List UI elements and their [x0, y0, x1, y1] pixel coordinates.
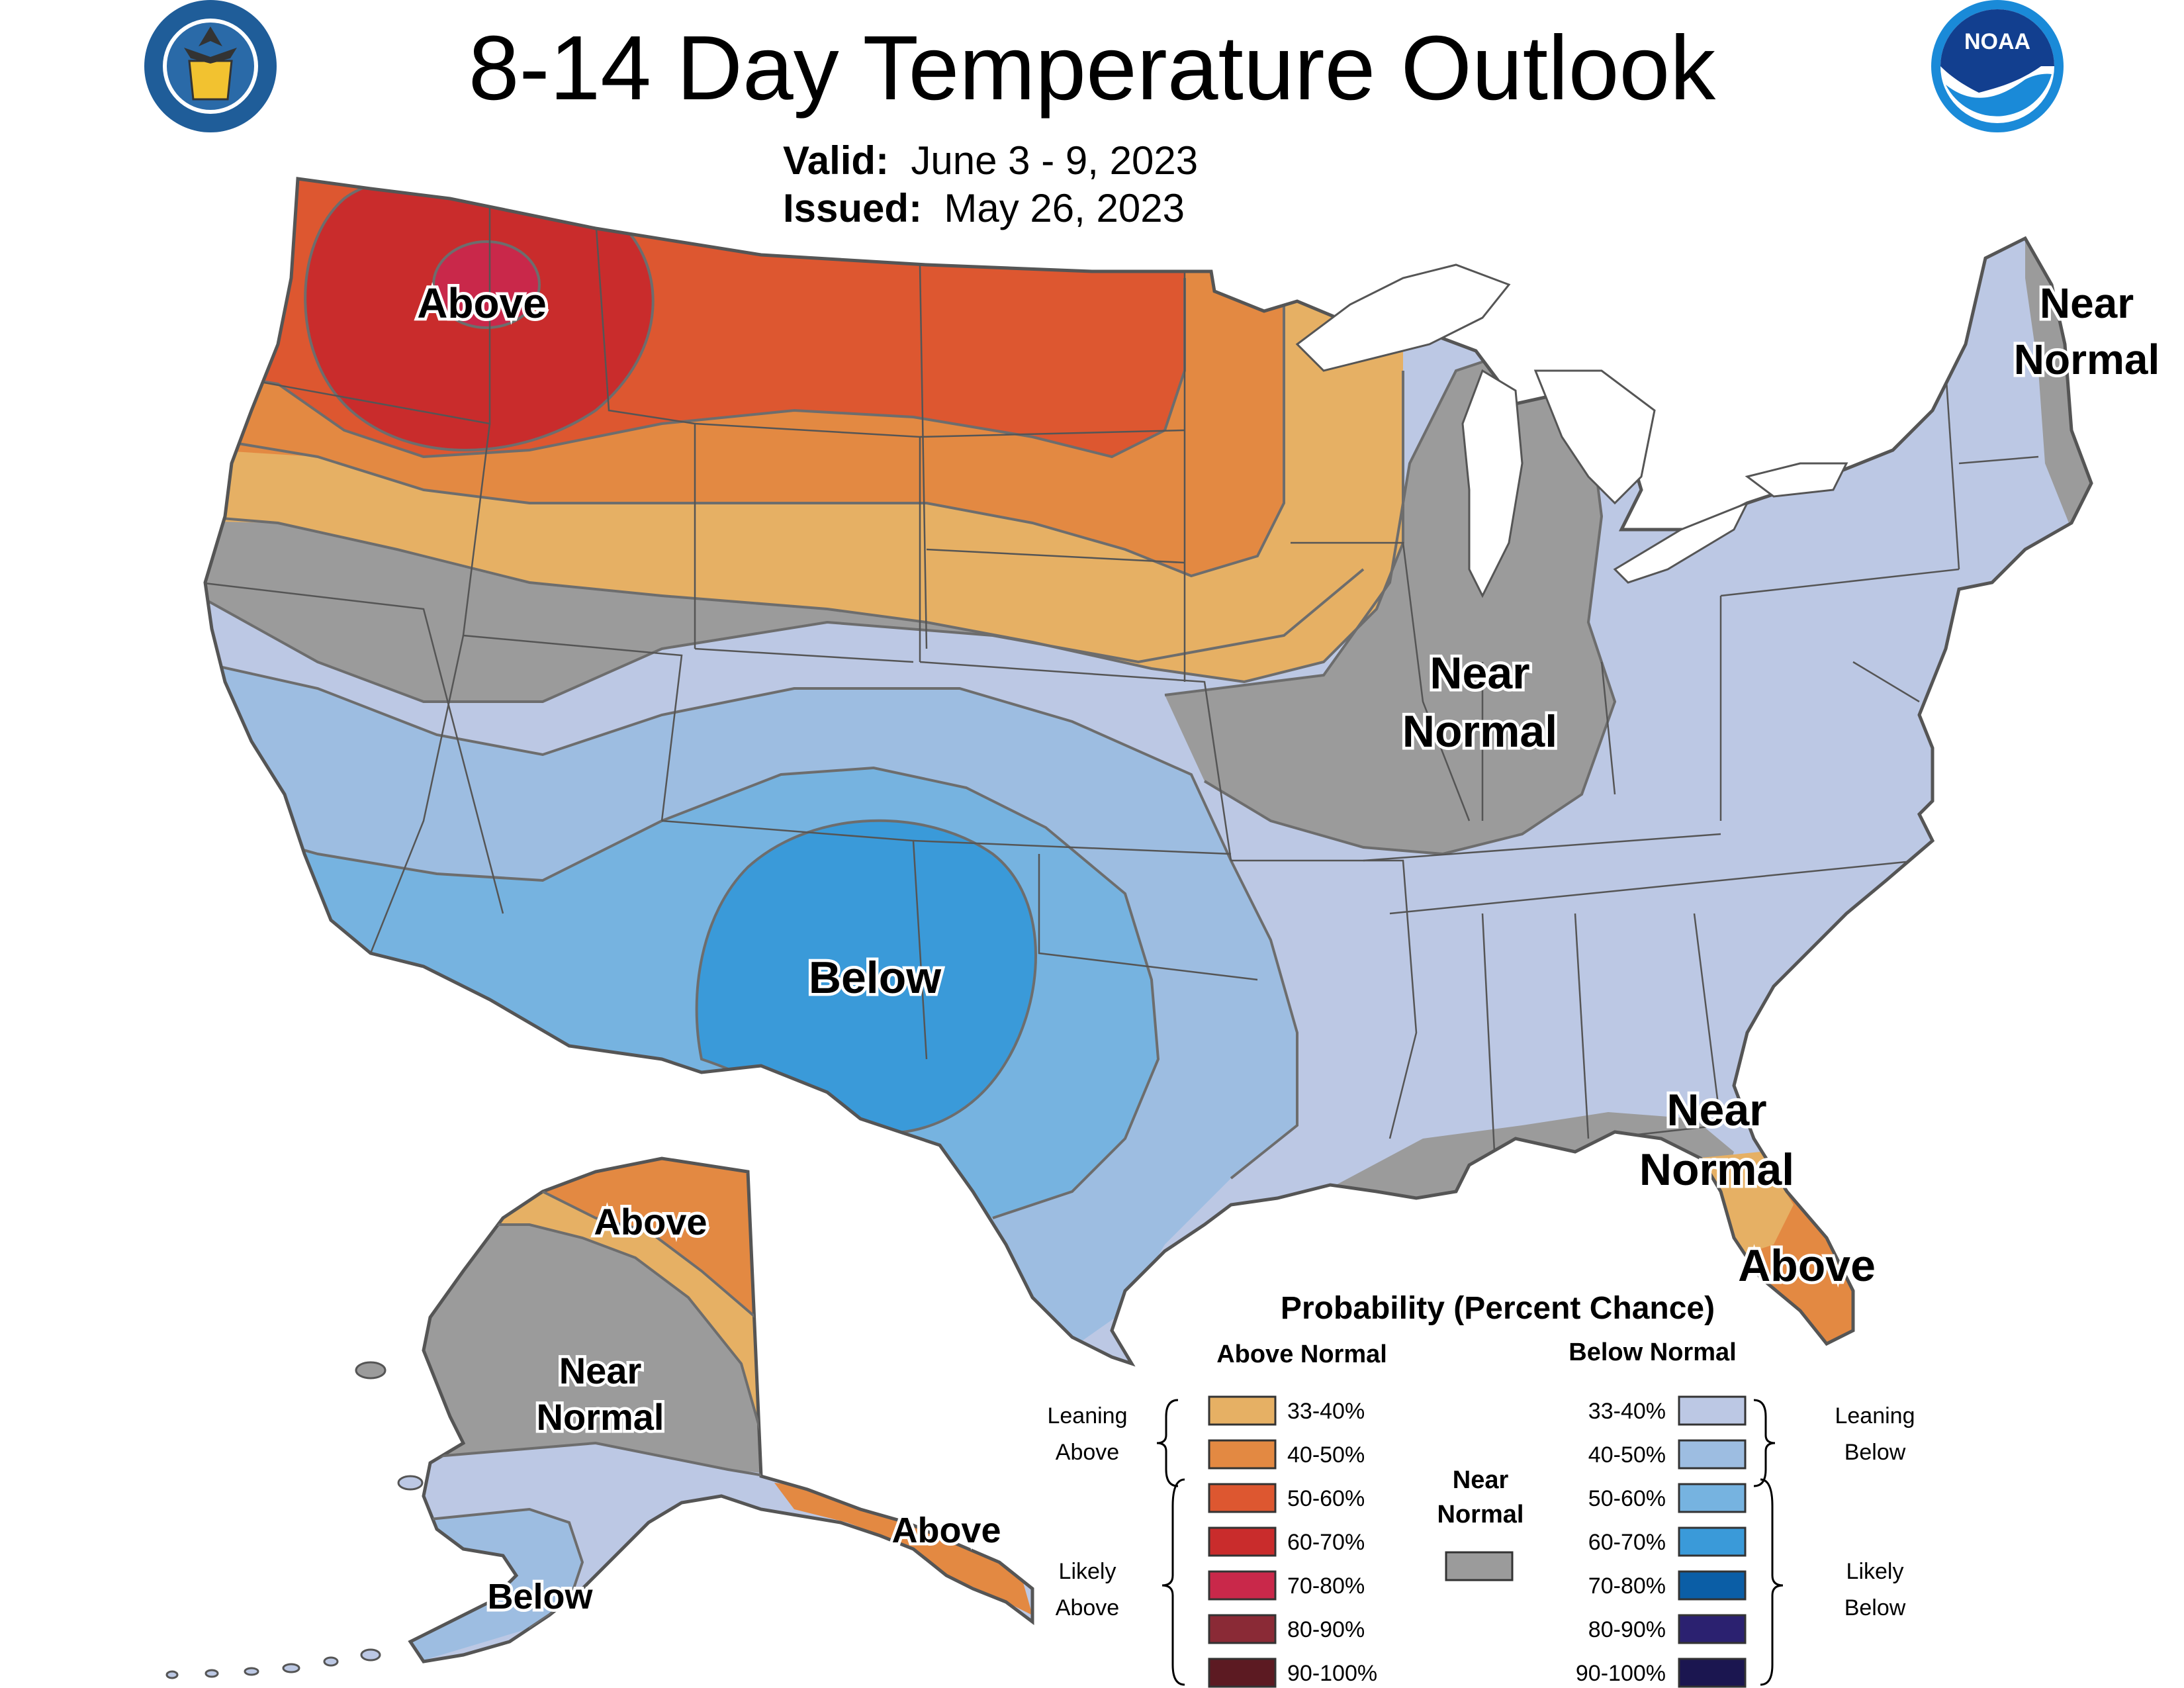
state-boundaries [205, 179, 2039, 1179]
label-conus-above: Above [417, 279, 547, 327]
legend-above-swatch-1 [1208, 1439, 1277, 1470]
label-mw-normal: Normal [1402, 706, 1557, 757]
valid-label: Valid: [783, 138, 889, 183]
doc-seal [144, 0, 277, 132]
label-florida-above: Above [1738, 1241, 1876, 1291]
noaa-logo: NOAA [1931, 0, 2064, 132]
legend-above-header: Above Normal [1216, 1340, 1387, 1368]
legend-above-swatch-2 [1208, 1483, 1277, 1513]
lake-michigan [1461, 369, 1524, 598]
issued-date: Issued: May 26, 2023 [783, 185, 1185, 232]
legend-above-range-1: 40-50% [1287, 1442, 1365, 1468]
legend-below-range-5: 80-90% [1588, 1617, 1666, 1642]
legend-below-swatch-2 [1678, 1483, 1747, 1513]
legend-above-range-0: 33-40% [1287, 1399, 1365, 1424]
map-title: 8-14 Day Temperature Outlook [468, 17, 1716, 119]
legend-above-swatch-6 [1208, 1658, 1277, 1688]
legend-above-range-2: 50-60% [1287, 1486, 1365, 1511]
legend-above-swatch-4 [1208, 1570, 1277, 1601]
label-se-near: Near [1666, 1085, 1766, 1135]
legend-likely-below-2: Below [1844, 1595, 1906, 1620]
legend-leaning-below-1: Leaning [1835, 1403, 1915, 1429]
legend-likely-above-2: Above [1056, 1595, 1119, 1620]
ak-zone-above-panhandle [774, 1483, 1032, 1615]
legend-likely-below-1: Likely [1846, 1559, 1904, 1584]
legend-below-swatch-5 [1678, 1614, 1747, 1644]
legend-leaning-below-2: Below [1844, 1440, 1906, 1465]
label-ne-normal: Normal [2014, 336, 2160, 383]
label-ak-near: Near [559, 1350, 642, 1391]
contour-above-40 [205, 278, 1285, 578]
legend-below-swatch-1 [1678, 1439, 1747, 1470]
legend-near-2: Normal [1437, 1501, 1524, 1528]
lake-huron [1533, 369, 1656, 505]
contour-midwest-near [1164, 342, 1617, 856]
contour-below-60 [695, 819, 1037, 1135]
label-ak-below: Below [487, 1577, 593, 1617]
legend-above-swatch-5 [1208, 1614, 1277, 1644]
legend-likely-above-1: Likely [1059, 1559, 1116, 1584]
label-ak-above: Above [594, 1201, 707, 1243]
zone-below-60-70 [696, 820, 1036, 1133]
valid-value: June 3 - 9, 2023 [911, 138, 1199, 183]
legend-below-range-1: 40-50% [1588, 1442, 1666, 1468]
label-ak-normal: Normal [537, 1396, 664, 1438]
legend-leaning-above-2: Above [1056, 1440, 1119, 1465]
lake-superior [1295, 263, 1511, 372]
legend-below-swatches: 33-40% 40-50% 50-60% 60-70% 70-80% 80-90% 90-1… [1576, 1395, 1747, 1688]
legend-near-swatch [1445, 1551, 1514, 1581]
legend-above-swatch-3 [1208, 1526, 1277, 1557]
contour-above-70 [432, 240, 541, 329]
legend-below-swatch-6 [1678, 1658, 1747, 1688]
noaa-logo-text: NOAA [1964, 29, 2030, 54]
legend-braces [1156, 1399, 1784, 1686]
legend-above-range-5: 80-90% [1287, 1617, 1365, 1642]
legend: Probability (Percent Chance) Above Norma… [1047, 1291, 1915, 1688]
legend-below-range-0: 33-40% [1588, 1399, 1666, 1424]
legend-below-header: Below Normal [1569, 1338, 1736, 1366]
legend-near-1: Near [1453, 1466, 1509, 1494]
legend-below-swatch-4 [1678, 1570, 1747, 1601]
legend-title: Probability (Percent Chance) [1281, 1291, 1715, 1326]
legend-above-range-3: 60-70% [1287, 1530, 1365, 1555]
contour-below-33 [205, 568, 1365, 703]
legend-below-swatch-0 [1678, 1395, 1747, 1426]
label-ak-panhandle-above: Above [891, 1511, 1001, 1550]
contour-below-50 [205, 766, 1160, 1219]
legend-below-swatch-3 [1678, 1526, 1747, 1557]
legend-below-range-4: 70-80% [1588, 1573, 1666, 1599]
aleutian-islands [165, 1361, 424, 1679]
legend-below-range-3: 60-70% [1588, 1530, 1666, 1555]
legend-below-range-6: 90-100% [1576, 1661, 1666, 1686]
issued-label: Issued: [783, 186, 923, 230]
label-conus-below: Below [809, 953, 942, 1003]
contour-above-33 [205, 371, 1404, 684]
lake-ontario [1745, 462, 1848, 498]
legend-above-range-6: 90-100% [1287, 1661, 1377, 1686]
zone-above-70-80 [433, 242, 539, 328]
legend-leaning-above-1: Leaning [1047, 1403, 1127, 1429]
issued-value: May 26, 2023 [944, 186, 1185, 230]
lake-erie [1613, 501, 1750, 584]
valid-dates: Valid: June 3 - 9, 2023 [783, 138, 1198, 184]
contour-below-40 [205, 661, 1298, 1180]
great-lakes [1295, 263, 1848, 598]
legend-above-swatch-0 [1208, 1395, 1277, 1426]
label-mw-near: Near [1430, 648, 1529, 698]
legend-above-range-4: 70-80% [1287, 1573, 1365, 1599]
legend-above-swatches: 33-40% 40-50% 50-60% 60-70% 70-80% 80-90% 90-1… [1208, 1395, 1377, 1688]
legend-below-range-2: 50-60% [1588, 1486, 1666, 1511]
label-ne-near: Near [2040, 279, 2134, 327]
label-se-normal: Normal [1639, 1145, 1794, 1195]
